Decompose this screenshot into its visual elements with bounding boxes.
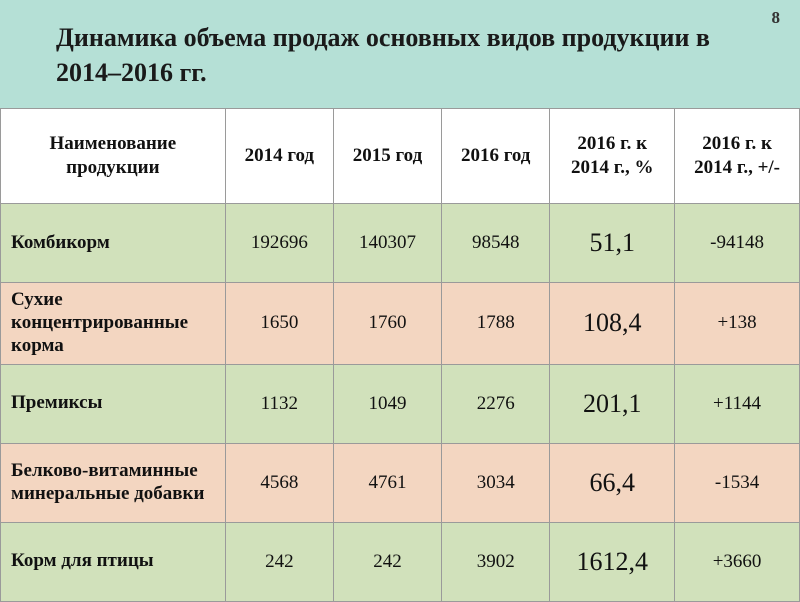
cell-pct: 201,1 <box>550 364 675 443</box>
col-2016: 2016 год <box>442 109 550 204</box>
cell-2014: 1650 <box>225 283 333 364</box>
cell-name: Сухие концентрированные корма <box>1 283 226 364</box>
title-bar: Динамика объема продаж основных видов пр… <box>0 0 800 108</box>
cell-2015: 140307 <box>333 204 441 283</box>
slide-title: Динамика объема продаж основных видов пр… <box>56 20 768 90</box>
cell-2015: 4761 <box>333 443 441 522</box>
cell-pct: 1612,4 <box>550 522 675 601</box>
cell-2014: 242 <box>225 522 333 601</box>
table-row: Премиксы 1132 1049 2276 201,1 +1144 <box>1 364 800 443</box>
table-row: Комбикорм 192696 140307 98548 51,1 -9414… <box>1 204 800 283</box>
cell-diff: -94148 <box>675 204 800 283</box>
cell-2015: 1760 <box>333 283 441 364</box>
table-row: Белково-витаминные минеральные добавки 4… <box>1 443 800 522</box>
cell-diff: +3660 <box>675 522 800 601</box>
col-2015: 2015 год <box>333 109 441 204</box>
col-name: Наименование продукции <box>1 109 226 204</box>
cell-diff: -1534 <box>675 443 800 522</box>
cell-name: Комбикорм <box>1 204 226 283</box>
cell-name: Корм для птицы <box>1 522 226 601</box>
cell-diff: +1144 <box>675 364 800 443</box>
cell-pct: 108,4 <box>550 283 675 364</box>
sales-table: Наименование продукции 2014 год 2015 год… <box>0 108 800 601</box>
cell-pct: 66,4 <box>550 443 675 522</box>
cell-2016: 1788 <box>442 283 550 364</box>
cell-2016: 3902 <box>442 522 550 601</box>
cell-2014: 1132 <box>225 364 333 443</box>
cell-2014: 4568 <box>225 443 333 522</box>
cell-pct: 51,1 <box>550 204 675 283</box>
col-2014: 2014 год <box>225 109 333 204</box>
cell-2015: 242 <box>333 522 441 601</box>
header-row: Наименование продукции 2014 год 2015 год… <box>1 109 800 204</box>
cell-2016: 2276 <box>442 364 550 443</box>
col-pct: 2016 г. к 2014 г., % <box>550 109 675 204</box>
table-body: Комбикорм 192696 140307 98548 51,1 -9414… <box>1 204 800 601</box>
cell-2014: 192696 <box>225 204 333 283</box>
cell-diff: +138 <box>675 283 800 364</box>
page-number: 8 <box>772 8 781 28</box>
cell-2015: 1049 <box>333 364 441 443</box>
table-row: Сухие концентрированные корма 1650 1760 … <box>1 283 800 364</box>
cell-name: Белково-витаминные минеральные добавки <box>1 443 226 522</box>
cell-2016: 98548 <box>442 204 550 283</box>
cell-name: Премиксы <box>1 364 226 443</box>
table-row: Корм для птицы 242 242 3902 1612,4 +3660 <box>1 522 800 601</box>
cell-2016: 3034 <box>442 443 550 522</box>
col-diff: 2016 г. к 2014 г., +/- <box>675 109 800 204</box>
